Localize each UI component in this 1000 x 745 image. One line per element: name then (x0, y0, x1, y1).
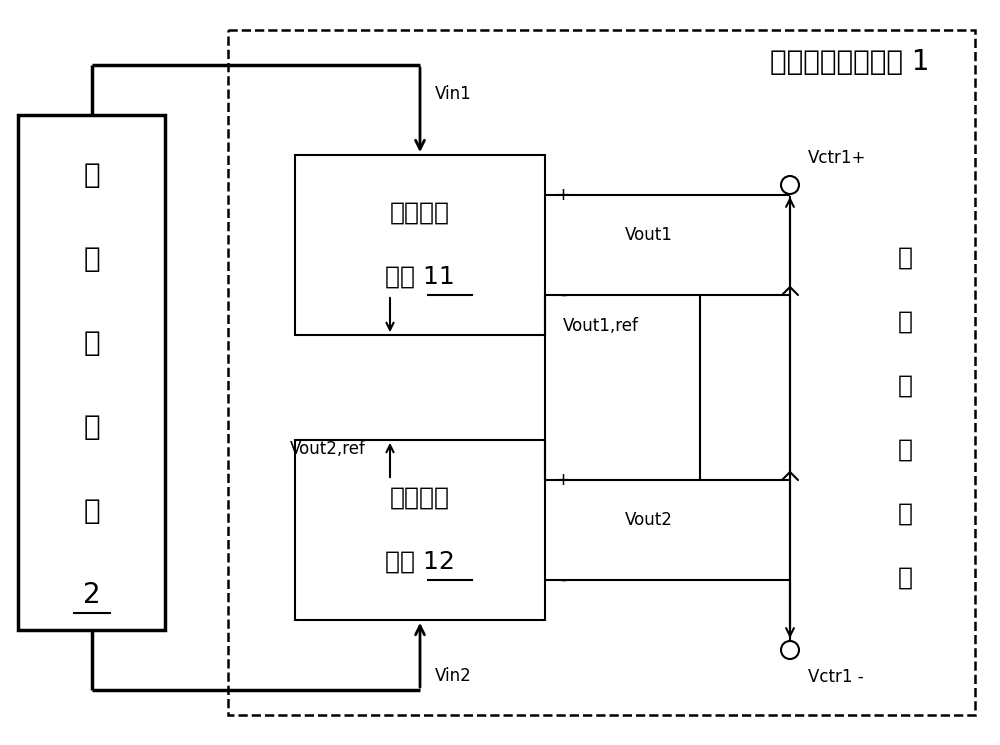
Text: Vout1,ref: Vout1,ref (563, 317, 639, 335)
Text: 三: 三 (83, 161, 100, 189)
Text: 电源 12: 电源 12 (385, 550, 455, 574)
Text: Vout2: Vout2 (625, 511, 673, 529)
Text: -: - (560, 571, 566, 589)
Text: 电: 电 (83, 245, 100, 273)
Text: 第二控制: 第二控制 (390, 486, 450, 510)
Text: 2: 2 (83, 581, 100, 609)
Text: 控: 控 (898, 246, 912, 270)
Text: 压: 压 (898, 565, 912, 589)
Text: 制: 制 (898, 309, 912, 334)
Text: 电源 11: 电源 11 (385, 265, 455, 289)
Text: 电: 电 (898, 373, 912, 398)
Text: Vout1: Vout1 (625, 226, 673, 244)
Text: 第一控制: 第一控制 (390, 201, 450, 225)
Text: 路: 路 (83, 497, 100, 525)
Text: 控制电路供电装置 1: 控制电路供电装置 1 (770, 48, 930, 76)
Text: Vout2,ref: Vout2,ref (290, 440, 366, 458)
Text: -: - (560, 286, 566, 304)
Text: Vin2: Vin2 (435, 667, 472, 685)
Text: +: + (556, 186, 570, 204)
Text: 电: 电 (83, 413, 100, 441)
Text: Vctr1+: Vctr1+ (808, 149, 866, 167)
Circle shape (781, 176, 799, 194)
Text: 平: 平 (83, 329, 100, 357)
Text: Vctr1 -: Vctr1 - (808, 668, 864, 686)
Text: 电: 电 (898, 501, 912, 525)
Circle shape (781, 641, 799, 659)
Text: Vin1: Vin1 (435, 85, 472, 103)
Text: +: + (556, 471, 570, 489)
Text: 源: 源 (898, 437, 912, 461)
